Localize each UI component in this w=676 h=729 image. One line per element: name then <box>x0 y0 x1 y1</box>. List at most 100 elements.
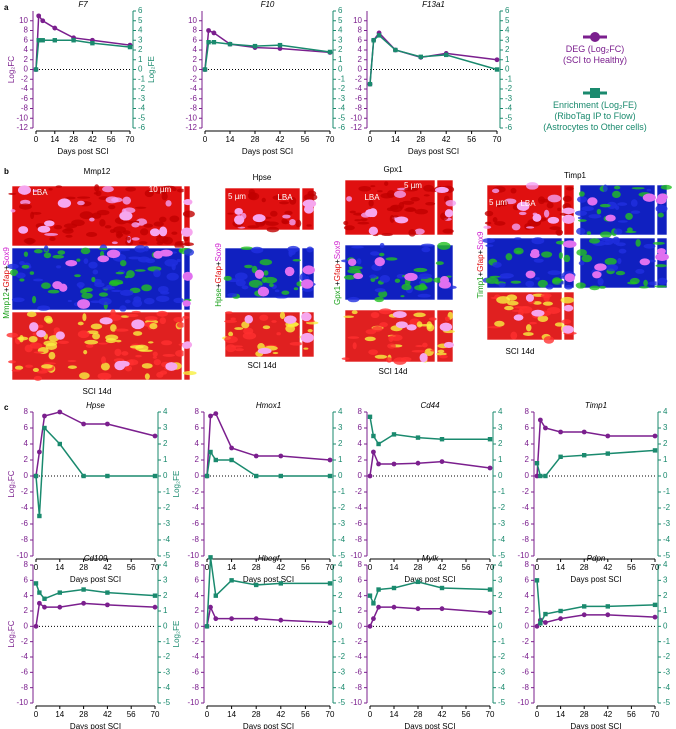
y2-tick-label: -5 <box>498 551 506 560</box>
cell <box>19 261 25 266</box>
cell <box>343 225 355 231</box>
series-line <box>369 449 491 477</box>
panel-letter: c <box>4 403 9 412</box>
channel-name: Gfap <box>476 254 485 272</box>
cell <box>227 212 235 215</box>
cell <box>25 364 34 368</box>
cell <box>374 296 384 303</box>
y-tick-label: -10 <box>16 113 28 122</box>
cell <box>7 263 19 270</box>
y2-tick-label: -2 <box>505 84 513 93</box>
y2-tick-label: 1 <box>663 606 668 615</box>
data-point <box>367 473 373 479</box>
cell <box>613 228 623 235</box>
cell <box>482 238 495 244</box>
cell <box>386 357 393 363</box>
cell <box>33 249 43 254</box>
cell <box>125 236 131 241</box>
cell <box>48 188 53 191</box>
x-axis-label: Days post SCI <box>404 722 455 729</box>
x-tick-label: 42 <box>603 710 612 719</box>
cell <box>518 308 524 317</box>
cell <box>352 342 357 350</box>
x-tick-label: 28 <box>79 710 88 719</box>
y-tick-label: -4 <box>21 84 29 93</box>
cell <box>94 184 100 192</box>
nucleus <box>180 227 193 237</box>
x-tick-label: 0 <box>34 563 39 572</box>
nucleus <box>562 240 577 248</box>
cell <box>228 331 234 337</box>
x-tick-label: 56 <box>127 563 136 572</box>
cell <box>124 365 133 372</box>
data-point <box>81 587 86 592</box>
nucleus <box>532 213 542 222</box>
data-point <box>213 457 218 463</box>
y-tick-label: -8 <box>190 104 198 113</box>
data-point <box>376 604 381 610</box>
cell <box>545 284 554 290</box>
nucleus <box>182 300 191 307</box>
cell <box>630 199 638 207</box>
cell <box>41 364 53 369</box>
y-tick-label: 4 <box>24 45 29 54</box>
cell <box>389 214 395 223</box>
y2-tick-label: -2 <box>163 503 171 512</box>
x-tick-label: 28 <box>580 563 589 572</box>
x-axis-label: Days post SCI <box>70 722 121 729</box>
data-point <box>33 623 39 629</box>
cell <box>85 344 94 348</box>
channel-name: + <box>2 287 11 292</box>
y-tick-label: 6 <box>525 575 530 584</box>
cell <box>105 334 119 341</box>
cell <box>74 274 81 278</box>
cell <box>635 268 645 274</box>
image-title: Mmp12 <box>84 167 111 176</box>
nucleus <box>257 347 272 355</box>
data-point <box>487 610 493 615</box>
y2-tick-label: 3 <box>663 423 668 432</box>
region-label: LBA <box>520 199 536 208</box>
cell <box>498 282 506 288</box>
nucleus <box>395 321 408 329</box>
cell <box>428 317 437 321</box>
y2-tick-label: -6 <box>505 123 513 132</box>
nucleus <box>300 332 314 343</box>
x-tick-label: 56 <box>462 710 471 719</box>
y2-tick-label: -5 <box>663 551 671 560</box>
x-tick-label: 70 <box>651 710 660 719</box>
nucleus <box>106 249 121 259</box>
y-tick-label: -2 <box>522 637 530 646</box>
channel-name: Gfap <box>333 263 342 281</box>
y-tick-label: -6 <box>192 667 200 676</box>
nucleus <box>562 325 574 334</box>
channel-name: + <box>476 249 485 254</box>
cell <box>173 316 184 323</box>
nucleus <box>444 209 454 218</box>
data-point <box>376 441 381 447</box>
nucleus <box>655 253 669 261</box>
series-line <box>35 601 156 627</box>
cell <box>343 275 356 280</box>
cell <box>504 305 514 311</box>
cell <box>436 352 447 356</box>
chart-title: F10 <box>261 0 275 9</box>
cell <box>21 264 30 269</box>
nucleus <box>57 198 72 208</box>
data-point <box>52 38 57 43</box>
data-point <box>213 616 219 622</box>
channel-name: + <box>476 271 485 276</box>
x-tick-label: 0 <box>368 710 373 719</box>
y2-tick-label: 3 <box>498 423 503 432</box>
data-point <box>57 441 62 447</box>
nucleus <box>302 265 315 275</box>
cell <box>144 189 154 198</box>
cell <box>492 261 502 268</box>
x-tick-label: 70 <box>151 563 160 572</box>
y-tick-label: 6 <box>358 35 363 44</box>
cell <box>10 209 16 213</box>
y2-tick-label: 2 <box>338 439 343 448</box>
cell <box>510 187 517 194</box>
data-point <box>393 47 398 53</box>
data-point <box>391 604 397 610</box>
